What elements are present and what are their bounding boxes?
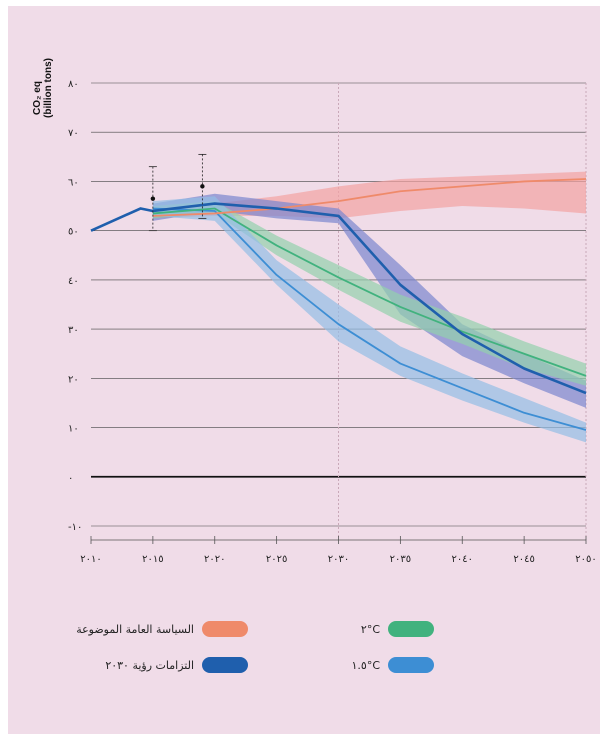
- series-line-1: [152, 202, 587, 395]
- y-tick-label: ٦٠: [68, 177, 79, 188]
- data-point: [200, 184, 205, 189]
- x-tick-label: ٢٠٢٥: [266, 554, 287, 565]
- legend-item-vision: التزامات رؤية ٢٠٣٠: [68, 657, 248, 673]
- band--c: [152, 196, 586, 443]
- series-line-0: [152, 178, 587, 217]
- x-tick-label: ٢٠١٠: [80, 554, 101, 565]
- x-tick-label: ٢٠٣٠: [328, 554, 349, 565]
- y-tick-label: ٤٠: [68, 276, 79, 287]
- legend-label-15c: ١.٥°C: [351, 658, 380, 672]
- legend-item-15c: ١.٥°C: [328, 657, 434, 673]
- y-axis-label-line2: (billion tons): [43, 58, 54, 118]
- y-tick-label: ٣٠: [68, 325, 79, 336]
- legend-swatch-2c: [388, 621, 434, 637]
- legend-label-2c: ٢°C: [360, 622, 380, 636]
- x-tick-label: ٢٠٥٠: [575, 554, 596, 565]
- legend-label-vision: التزامات رؤية ٢٠٣٠: [105, 658, 194, 672]
- chart-panel: -١٠ ٠ ١٠ ٢٠ ٣٠ ٤٠ ٥٠ ٦٠ ٧٠ ٨٠ ٢٠١٠ ٢٠١٥ ٢٠٢٠ ٢٠٢٥ ٢٠٣٠…: [8, 6, 600, 734]
- band--: [152, 193, 586, 408]
- x-tick-label: ٢٠٢٠: [204, 554, 225, 565]
- legend-swatch-policy: [202, 621, 248, 637]
- series-line-2: [152, 207, 587, 377]
- x-tick-label: ٢٠٣٥: [390, 554, 411, 565]
- y-tick-label: ٠: [68, 473, 73, 484]
- x-tick-label: ٢٠١٥: [142, 554, 163, 565]
- legend-item-policy: السياسة العامة الموضوعة: [68, 621, 248, 637]
- y-tick-label: ٥٠: [68, 227, 79, 238]
- legend-swatch-vision: [202, 657, 248, 673]
- series-line-3: [152, 207, 587, 431]
- data-point: [150, 196, 156, 201]
- y-tick-label: ٨٠: [68, 79, 79, 90]
- band--c: [152, 201, 586, 386]
- legend-label-policy: السياسة العامة الموضوعة: [76, 622, 194, 636]
- y-axis-label: CO₂ eq (billion tons): [32, 58, 54, 118]
- x-tick-label: ٢٠٤٠: [452, 554, 473, 565]
- y-tick-label: -١٠: [68, 522, 82, 533]
- y-tick-label: ٧٠: [68, 128, 79, 139]
- legend-item-2c: ٢°C: [328, 621, 434, 637]
- y-tick-label: ٢٠: [68, 374, 79, 385]
- x-tick-label: ٢٠٤٥: [513, 554, 534, 565]
- history-line: [90, 207, 154, 232]
- y-tick-label: ١٠: [68, 424, 79, 435]
- legend-swatch-15c: [388, 657, 434, 673]
- y-axis-label-line1: CO₂ eq: [32, 81, 43, 115]
